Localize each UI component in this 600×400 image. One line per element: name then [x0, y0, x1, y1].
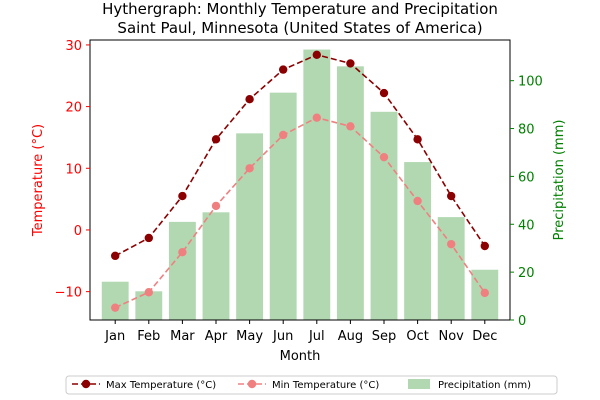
x-tick-label: Sep [372, 329, 397, 344]
precipitation-bar [236, 133, 264, 320]
data-point-0 [312, 50, 321, 60]
legend-label: Max Temperature (°C) [106, 380, 216, 391]
right-y-tick-label: 100 [518, 75, 543, 90]
legend-frame [65, 375, 558, 395]
plot-area: Jan Feb Mar Apr May Jun Jul Aug Sep Oct Nov Dec −10 0… [55, 39, 543, 344]
data-point-0 [245, 95, 254, 104]
right-y-tick-label: 60 [518, 170, 535, 185]
data-point-1 [211, 201, 221, 211]
legend-marker [81, 379, 91, 389]
legend-label: Precipitation (mm) [438, 380, 531, 391]
data-point-1 [480, 288, 489, 298]
legend-label: Min Temperature (°C) [272, 380, 379, 391]
left-y-tick-label: 10 [65, 162, 82, 177]
data-point-0 [413, 135, 422, 144]
data-point-0 [279, 65, 288, 74]
precipitation-bar [168, 221, 196, 320]
right-y-tick-label: 80 [518, 123, 535, 138]
series-line-0 [114, 53, 486, 257]
data-point-0 [178, 191, 187, 201]
legend-marker [247, 379, 257, 389]
x-tick-label: Apr [205, 329, 228, 344]
x-tick-label: Aug [338, 329, 363, 344]
right-axis-label: Precipitation (mm) [552, 120, 567, 241]
x-axis-label: Month [280, 349, 321, 364]
data-point-0 [346, 59, 355, 68]
left-y-tick-label: −10 [55, 286, 82, 301]
x-tick-label: Oct [406, 329, 428, 344]
precipitation-bar [303, 49, 331, 320]
chart-title: Hythergraph: Monthly Temperature and Pre… [102, 0, 498, 18]
data-point-1 [245, 164, 254, 173]
plot-frame [89, 39, 511, 321]
x-tick-label: Jun [272, 329, 293, 344]
data-point-0 [144, 233, 153, 243]
data-point-0 [111, 251, 120, 261]
left-y-tick-label: 0 [74, 224, 82, 239]
legend: Max Temperature (°C) Min Temperature (°C)… [65, 375, 558, 395]
precipitation-bar [269, 92, 297, 321]
left-y-tick-label: 30 [65, 39, 82, 54]
data-point-1 [279, 130, 288, 140]
precipitation-bar [336, 66, 364, 320]
precipitation-bar [101, 281, 129, 320]
chart-subtitle: Saint Paul, Minnesota (United States of … [117, 19, 482, 37]
x-tick-label: Dec [472, 329, 497, 344]
precipitation-bar [202, 212, 230, 320]
legend-swatch [408, 379, 430, 389]
precipitation-bar [404, 162, 432, 320]
data-point-1 [413, 196, 422, 206]
x-tick-label: Mar [170, 329, 195, 344]
data-point-1 [379, 152, 389, 162]
x-tick-label: Jul [308, 329, 325, 344]
data-point-1 [111, 303, 120, 312]
precipitation-bar [437, 217, 465, 320]
data-point-0 [480, 241, 489, 251]
left-axis-label: Temperature (°C) [31, 124, 46, 237]
data-point-0 [211, 135, 221, 144]
right-y-tick-label: 20 [518, 266, 535, 281]
series-line-1 [114, 116, 486, 309]
x-tick-label: Feb [137, 329, 160, 344]
x-tick-label: May [236, 329, 263, 344]
left-y-tick-label: 20 [65, 101, 82, 116]
right-y-tick-label: 0 [518, 314, 526, 329]
data-point-0 [447, 191, 456, 201]
data-point-1 [346, 122, 355, 131]
x-tick-label: Nov [439, 329, 465, 344]
data-point-1 [178, 247, 187, 257]
data-point-1 [447, 239, 456, 249]
data-point-1 [144, 288, 153, 297]
precipitation-bar [370, 111, 398, 321]
data-point-1 [312, 113, 321, 122]
right-y-tick-label: 40 [518, 218, 535, 233]
x-tick-label: Jan [104, 329, 125, 344]
data-point-0 [379, 88, 389, 98]
